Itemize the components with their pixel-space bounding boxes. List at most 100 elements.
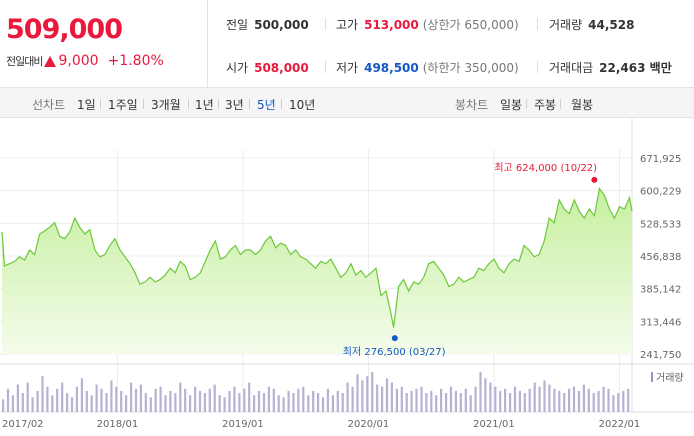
- x-tick-label: 2017/02: [2, 419, 44, 430]
- volume-bar: [489, 382, 492, 412]
- chart-svg: 거래량 671,925 600,229 528,533 456,838 385,142 3…: [0, 118, 694, 430]
- stat-label: 고가: [336, 18, 359, 32]
- tab-period-3y[interactable]: 3년: [225, 98, 244, 112]
- volume-bar: [11, 395, 14, 412]
- volume-bar: [459, 393, 462, 412]
- stat-high: 고가 513,000 (상한가 650,000): [336, 16, 519, 33]
- volume-bar: [449, 386, 453, 412]
- tab-period-1d[interactable]: 1일: [77, 98, 96, 112]
- volume-bar: [223, 397, 226, 412]
- tab-separator: [249, 99, 250, 109]
- volume-bar: [144, 393, 147, 412]
- stat-label: 거래량: [549, 18, 583, 32]
- volume-bar: [577, 390, 581, 412]
- tab-period-1y[interactable]: 1년: [195, 98, 214, 112]
- current-price-box: 509,000 전일대비 9,000 +1.80%: [0, 0, 208, 88]
- volume-bar: [568, 388, 571, 412]
- stat-value: 508,000: [254, 61, 309, 75]
- volume-bar: [523, 393, 526, 412]
- divider: [537, 18, 538, 30]
- volume-bar: [612, 395, 615, 412]
- volume-bar: [376, 384, 379, 412]
- volume-bar: [267, 386, 270, 412]
- volume-bar: [61, 382, 64, 412]
- volume-bar: [307, 395, 310, 412]
- stat-sub: (하한가 350,000): [422, 61, 519, 75]
- x-tick-label: 2019/01: [222, 419, 264, 430]
- tab-separator: [143, 99, 144, 109]
- volume-bar: [346, 382, 349, 412]
- price-area-fill: [2, 188, 632, 354]
- change-label: 전일대비: [6, 55, 43, 68]
- volume-bar: [445, 393, 448, 412]
- stat-turnover: 거래대금 22,463 백만: [549, 59, 672, 76]
- volume-bar: [627, 388, 630, 412]
- volume-bar: [400, 386, 403, 412]
- stat-label: 전일: [226, 18, 249, 32]
- volume-bar: [592, 393, 595, 412]
- volume-bar: [326, 388, 329, 412]
- volume-bar: [159, 386, 162, 412]
- volume-bar: [302, 386, 305, 412]
- volume-bar: [2, 399, 5, 412]
- volume-bar: [336, 390, 339, 412]
- volume-bar: [262, 393, 266, 412]
- tab-period-5y[interactable]: 5년: [257, 98, 276, 112]
- volume-bar: [484, 378, 487, 412]
- tab-period-10y[interactable]: 10년: [289, 98, 316, 112]
- volume-bar: [292, 393, 295, 412]
- volume-bar: [164, 395, 167, 412]
- volume-bar: [110, 380, 113, 412]
- tab-separator: [560, 99, 561, 109]
- volume-bar: [317, 393, 320, 412]
- volume-bar: [553, 388, 556, 412]
- stat-value: 500,000: [254, 18, 309, 32]
- volume-bar: [351, 386, 354, 412]
- volume-bar: [179, 382, 182, 412]
- volume-bar: [312, 390, 315, 412]
- volume-bar: [80, 378, 83, 412]
- volume-bar: [174, 393, 177, 412]
- volume-bar: [85, 390, 88, 412]
- divider: [325, 61, 326, 73]
- volume-bar: [371, 372, 374, 412]
- stat-label: 저가: [336, 61, 359, 75]
- volume-bar: [26, 382, 29, 412]
- volume-bar: [469, 395, 472, 412]
- volume-bar: [597, 390, 600, 412]
- volume-bar: [169, 390, 172, 412]
- volume-bar: [440, 388, 443, 412]
- stat-sub: (상한가 650,000): [422, 18, 519, 32]
- volume-bar: [125, 395, 128, 412]
- y-tick-label: 241,750: [640, 350, 681, 361]
- volume-bar: [533, 382, 536, 412]
- volume-bar: [51, 395, 54, 412]
- price-panel: 509,000 전일대비 9,000 +1.80% 전일 500,000 시가 50…: [0, 0, 694, 88]
- tab-candle-weekly[interactable]: 주봉: [534, 98, 557, 112]
- volume-bar: [435, 395, 438, 412]
- volume-bar: [385, 378, 389, 412]
- volume-bar: [361, 380, 364, 412]
- volume-bar: [100, 388, 103, 412]
- tab-separator: [100, 99, 101, 109]
- stat-value: 513,000: [364, 18, 419, 32]
- high-marker: [591, 176, 598, 183]
- volume-bar: [410, 390, 413, 412]
- volume-bar: [341, 393, 344, 412]
- volume-legend-swatch: [651, 372, 653, 382]
- tab-candle-daily[interactable]: 일봉: [500, 98, 523, 112]
- volume-bar: [277, 395, 280, 412]
- volume-bar: [16, 384, 19, 412]
- tab-candle-monthly[interactable]: 월봉: [571, 98, 594, 112]
- volume-bar: [134, 388, 138, 412]
- tab-period-1w[interactable]: 1주일: [108, 98, 138, 112]
- tab-period-3m[interactable]: 3개월: [151, 98, 181, 112]
- volume-bar: [518, 390, 521, 412]
- tab-separator: [281, 99, 282, 109]
- volume-bar: [494, 386, 497, 412]
- volume-bar: [509, 393, 512, 412]
- volume-bar: [464, 388, 467, 412]
- divider: [325, 18, 326, 30]
- volume-bar: [248, 382, 251, 412]
- tab-separator: [218, 99, 219, 109]
